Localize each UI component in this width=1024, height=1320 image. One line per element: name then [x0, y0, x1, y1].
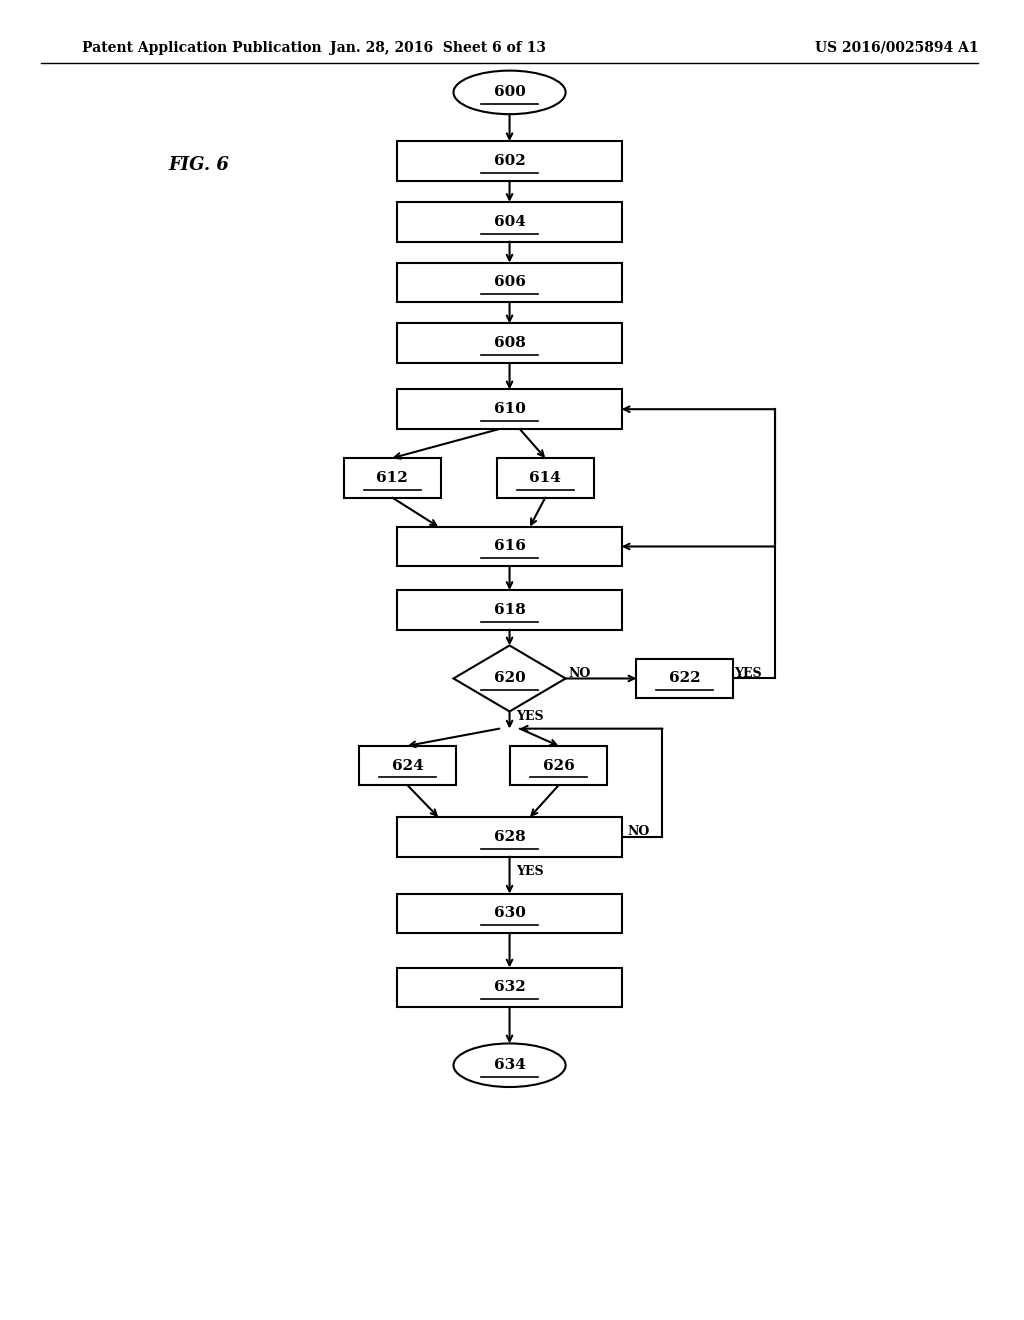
FancyBboxPatch shape: [359, 746, 456, 785]
Text: NO: NO: [628, 825, 650, 838]
Ellipse shape: [454, 1043, 565, 1088]
FancyBboxPatch shape: [397, 817, 622, 857]
Ellipse shape: [454, 70, 565, 114]
Text: 602: 602: [494, 154, 525, 168]
FancyBboxPatch shape: [397, 202, 622, 242]
Text: 608: 608: [494, 337, 525, 350]
Text: 632: 632: [494, 981, 525, 994]
Text: Jan. 28, 2016  Sheet 6 of 13: Jan. 28, 2016 Sheet 6 of 13: [330, 41, 546, 54]
Text: 606: 606: [494, 276, 525, 289]
FancyBboxPatch shape: [510, 746, 607, 785]
Text: YES: YES: [516, 865, 544, 878]
Text: 620: 620: [494, 672, 525, 685]
FancyBboxPatch shape: [397, 263, 622, 302]
FancyBboxPatch shape: [497, 458, 594, 498]
Text: 634: 634: [494, 1059, 525, 1072]
Text: Patent Application Publication: Patent Application Publication: [82, 41, 322, 54]
FancyBboxPatch shape: [397, 389, 622, 429]
Text: 610: 610: [494, 403, 525, 416]
Text: 618: 618: [494, 603, 525, 616]
FancyBboxPatch shape: [397, 894, 622, 933]
Text: FIG. 6: FIG. 6: [168, 156, 229, 174]
Text: 612: 612: [377, 471, 409, 484]
Text: YES: YES: [516, 710, 544, 723]
Text: NO: NO: [568, 667, 591, 680]
Text: YES: YES: [734, 667, 762, 680]
Text: 604: 604: [494, 215, 525, 228]
FancyBboxPatch shape: [397, 968, 622, 1007]
FancyBboxPatch shape: [397, 590, 622, 630]
FancyBboxPatch shape: [344, 458, 440, 498]
Text: 616: 616: [494, 540, 525, 553]
FancyBboxPatch shape: [397, 141, 622, 181]
Polygon shape: [454, 645, 565, 711]
Text: 626: 626: [543, 759, 574, 772]
Text: 624: 624: [392, 759, 424, 772]
FancyBboxPatch shape: [637, 659, 733, 698]
Text: 630: 630: [494, 907, 525, 920]
Text: 622: 622: [669, 672, 700, 685]
Text: 628: 628: [494, 830, 525, 843]
FancyBboxPatch shape: [397, 323, 622, 363]
Text: 600: 600: [494, 86, 525, 99]
Text: US 2016/0025894 A1: US 2016/0025894 A1: [815, 41, 979, 54]
Text: 614: 614: [529, 471, 561, 484]
FancyBboxPatch shape: [397, 527, 622, 566]
